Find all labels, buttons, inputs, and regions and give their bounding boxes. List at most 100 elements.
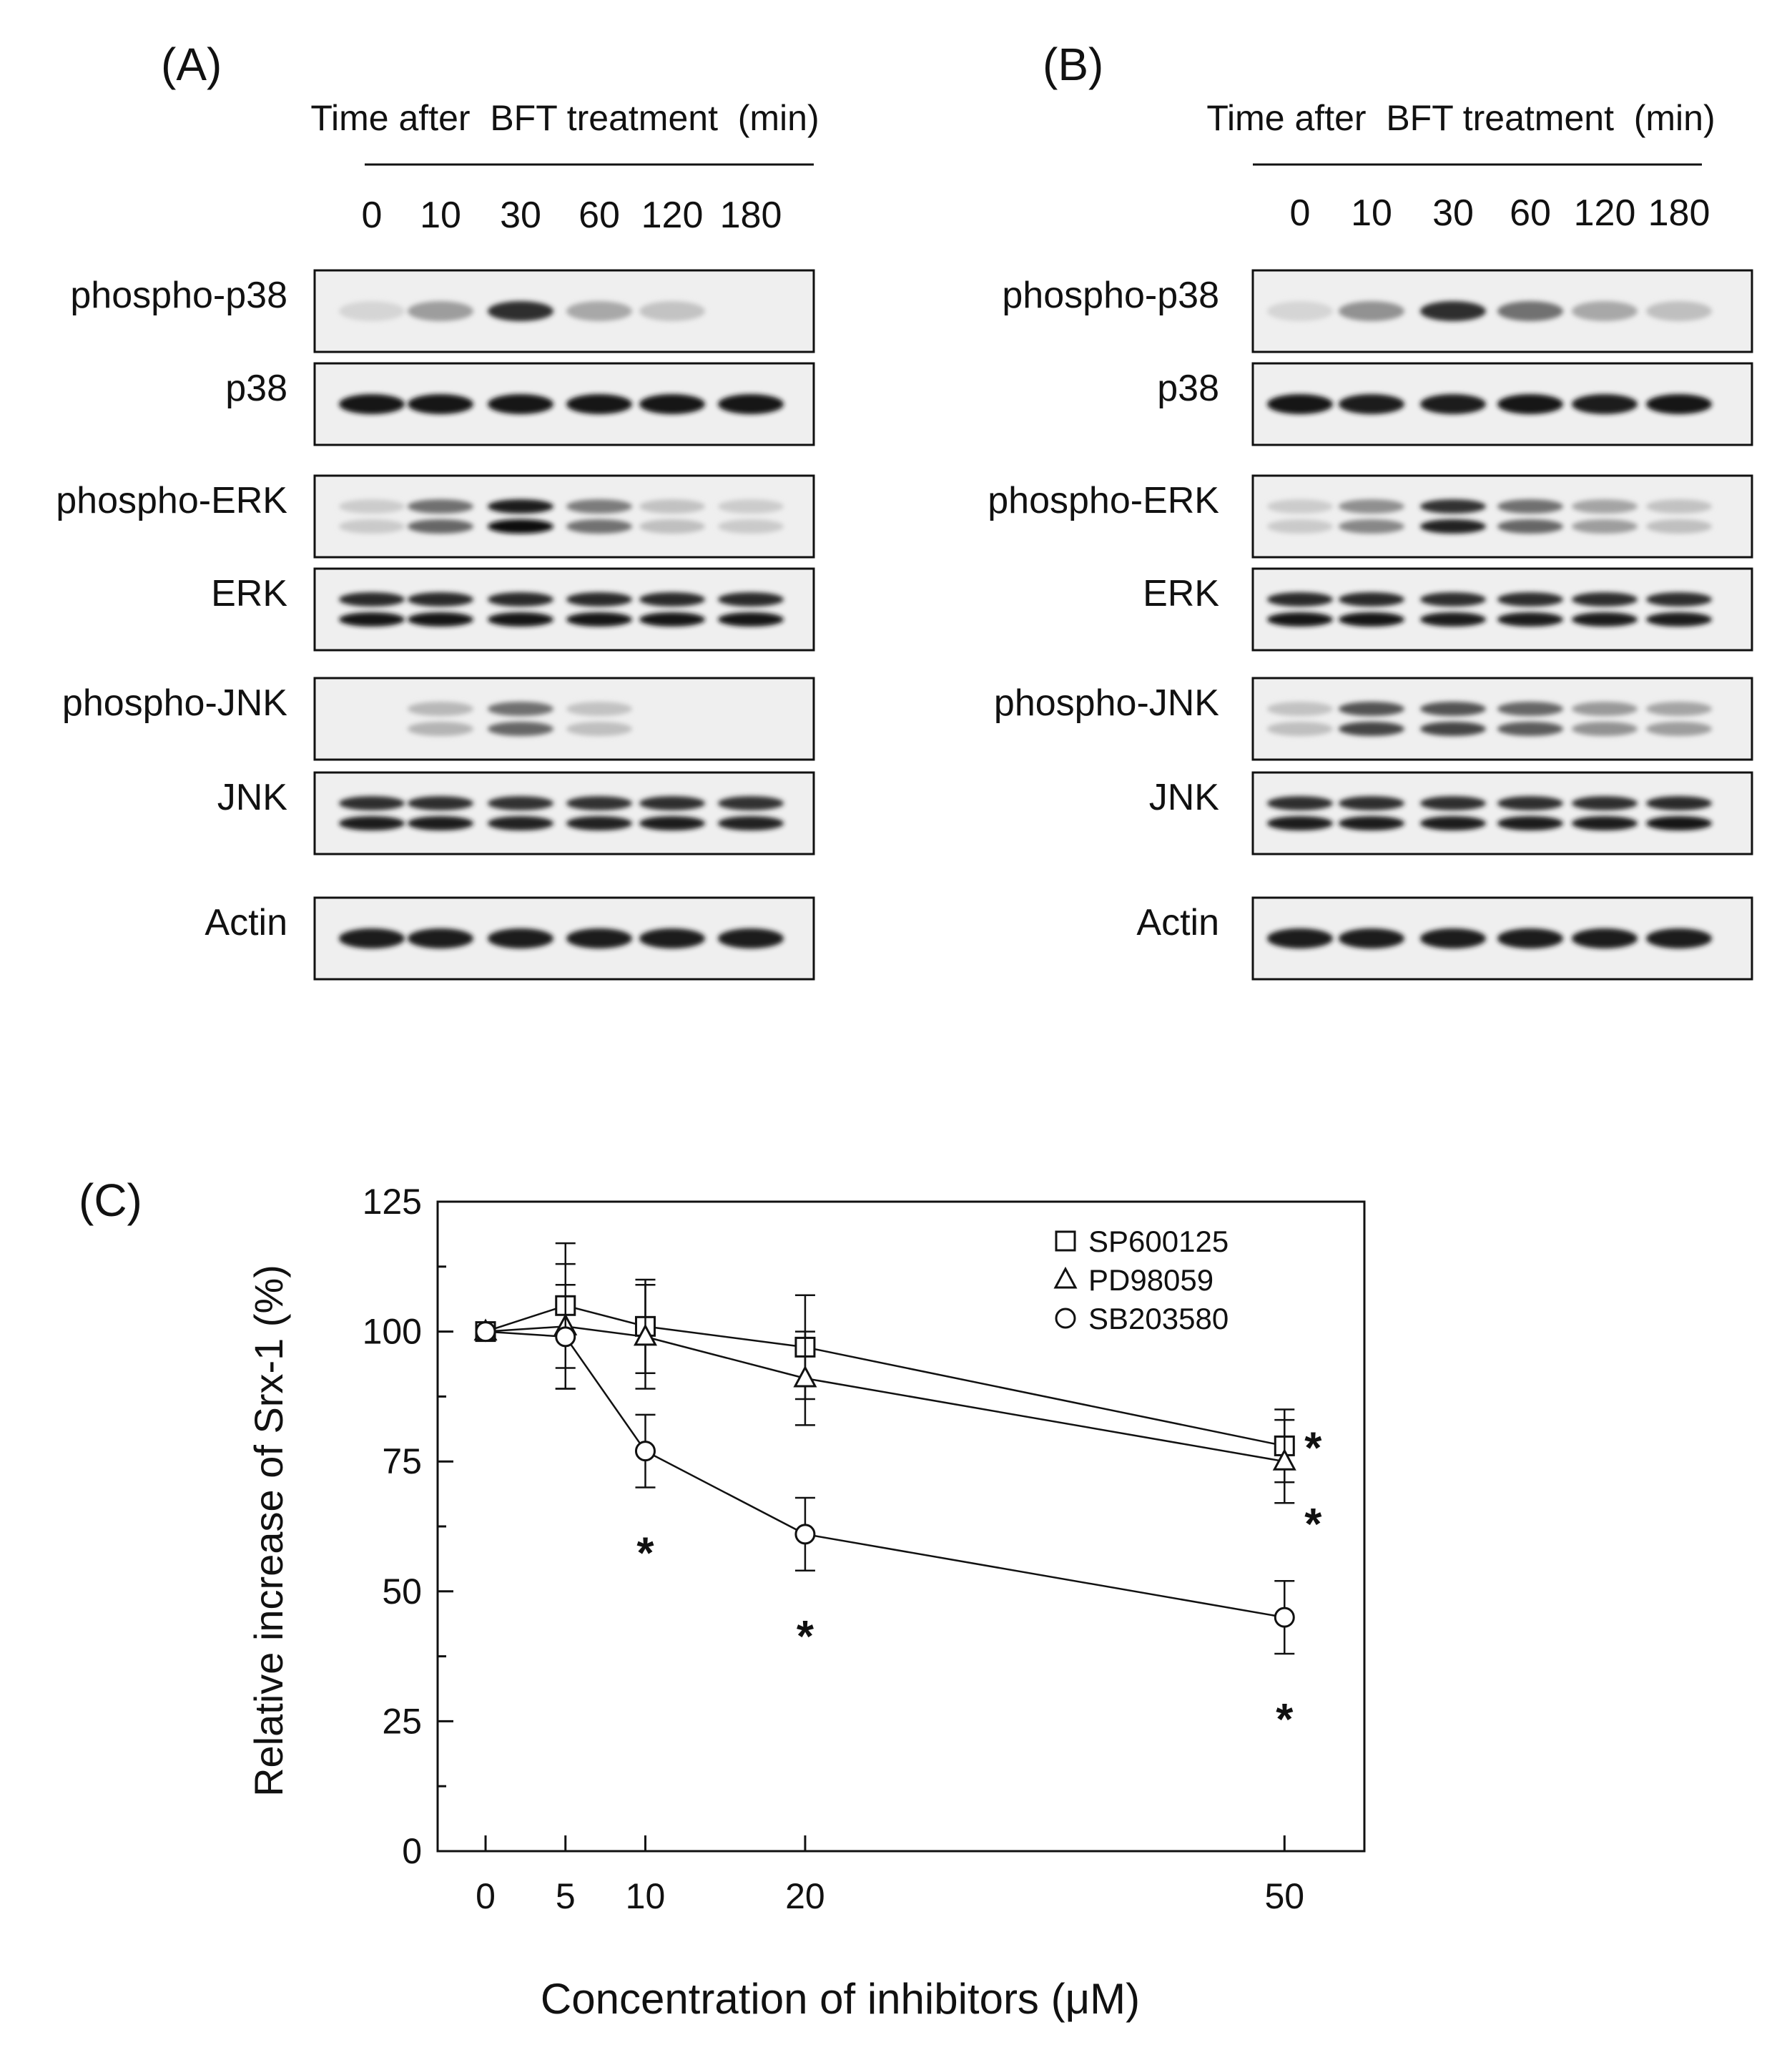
band-lane-120 [1572, 816, 1638, 830]
data-point-pd98059 [1272, 1448, 1296, 1471]
band-lane-180 [1646, 301, 1712, 321]
time-label-0: 0 [1290, 192, 1311, 234]
band-lane-10 [1339, 702, 1404, 716]
band-lane-180 [1646, 816, 1712, 830]
panel-a: (A) Time after BFT treatment (min) 0 10 30… [56, 39, 819, 981]
significance-star: * [1304, 1423, 1322, 1473]
band-lane-0 [339, 499, 405, 514]
legend-label: SB203580 [1088, 1302, 1229, 1335]
band-lane-60 [566, 702, 632, 716]
band-lane-10 [408, 928, 473, 948]
band-lane-0 [339, 816, 405, 830]
legend-marker [1055, 1230, 1076, 1252]
x-tick-label: 20 [785, 1876, 825, 1916]
band-lane-0 [1267, 394, 1333, 414]
band-lane-30 [488, 796, 553, 810]
y-tick-label: 50 [382, 1571, 422, 1612]
band-lane-30 [1420, 519, 1486, 534]
band-lane-60 [566, 592, 632, 607]
band-lane-60 [566, 519, 632, 534]
band-lane-30 [1420, 592, 1486, 607]
x-tick-label: 5 [556, 1876, 576, 1916]
panel-b-time-header: Time after BFT treatment (min) [1206, 98, 1715, 138]
data-point-sb203580 [475, 1321, 496, 1343]
blot-frame [313, 269, 815, 353]
panel-c: (C) 0 25 50 75 100 125 0 5 10 20 50 Relative incr… [79, 1174, 1366, 2023]
legend-label: PD98059 [1088, 1263, 1213, 1297]
band-lane-120 [639, 301, 705, 321]
blot-label: phospho-JNK [994, 682, 1219, 724]
legend-label: SP600125 [1088, 1225, 1229, 1258]
time-label-180: 180 [1648, 192, 1710, 234]
band-lane-0 [1267, 796, 1333, 810]
panel-b-blots: phospho-p38 p38 phospho-ERK ERK phospho-JNK J… [988, 269, 1753, 981]
band-lane-30 [488, 928, 553, 948]
data-point-sb203580 [634, 1441, 656, 1462]
band-lane-10 [1339, 499, 1404, 514]
band-lane-180 [718, 796, 784, 810]
plot-frame [436, 1200, 1366, 1853]
band-lane-120 [639, 928, 705, 948]
band-lane-0 [1267, 301, 1333, 321]
blot-frame [313, 677, 815, 761]
data-point-sb203580 [1274, 1607, 1295, 1628]
band-lane-0 [1267, 702, 1333, 716]
band-lane-10 [408, 702, 473, 716]
band-lane-10 [408, 301, 473, 321]
band-lane-30 [1420, 612, 1486, 627]
band-lane-120 [639, 592, 705, 607]
band-lane-120 [639, 499, 705, 514]
band-lane-10 [1339, 394, 1404, 414]
blot-label: phospho-ERK [56, 480, 287, 521]
band-lane-60 [566, 796, 632, 810]
blot-frame [1251, 771, 1753, 855]
blot-label: phospho-ERK [988, 480, 1219, 521]
y-tick-label: 0 [402, 1831, 422, 1871]
panel-b-time-labels: 0 10 30 60 120 180 [1290, 192, 1710, 234]
y-tick-label: 25 [382, 1701, 422, 1741]
band-lane-120 [1572, 301, 1638, 321]
time-label-60: 60 [579, 195, 620, 236]
band-lane-30 [488, 816, 553, 830]
band-lane-60 [1497, 796, 1563, 810]
blot-p38: p38 [1157, 362, 1753, 446]
band-lane-10 [408, 394, 473, 414]
time-label-180: 180 [720, 195, 782, 236]
band-lane-30 [1420, 928, 1486, 948]
band-lane-10 [408, 499, 473, 514]
time-label-120: 120 [1574, 192, 1636, 234]
band-lane-0 [1267, 592, 1333, 607]
band-lane-120 [639, 394, 705, 414]
blot-phospho-jnk: phospho-JNK [62, 677, 815, 761]
panel-b: (B) Time after BFT treatment (min) 0 10 30… [988, 39, 1753, 981]
band-lane-30 [1420, 796, 1486, 810]
band-lane-30 [1420, 816, 1486, 830]
band-lane-60 [1497, 519, 1563, 534]
band-lane-10 [1339, 722, 1404, 736]
band-lane-30 [1420, 301, 1486, 321]
blot-jnk: JNK [1149, 771, 1753, 855]
legend-marker [1055, 1308, 1076, 1329]
band-lane-60 [566, 612, 632, 627]
band-lane-30 [1420, 499, 1486, 514]
band-lane-60 [1497, 499, 1563, 514]
band-lane-60 [1497, 928, 1563, 948]
panel-a-time-header: Time after BFT treatment (min) [310, 98, 819, 138]
band-lane-0 [339, 592, 405, 607]
y-axis-ticks: 0 25 50 75 100 125 [363, 1182, 453, 1871]
band-lane-120 [639, 519, 705, 534]
y-tick-label: 125 [363, 1182, 422, 1222]
band-lane-30 [1420, 722, 1486, 736]
panel-c-label: (C) [79, 1174, 142, 1226]
x-axis-ticks: 0 5 10 20 50 [476, 1835, 1304, 1916]
panel-b-label: (B) [1043, 39, 1103, 90]
blot-label: p38 [225, 368, 287, 409]
time-label-60: 60 [1510, 192, 1551, 234]
blot-label: phospho-p38 [70, 275, 287, 316]
time-label-10: 10 [1351, 192, 1392, 234]
significance-star: * [797, 1612, 814, 1662]
blot-label: phospho-JNK [62, 682, 287, 724]
band-lane-0 [339, 796, 405, 810]
band-lane-0 [1267, 816, 1333, 830]
band-lane-180 [1646, 394, 1712, 414]
